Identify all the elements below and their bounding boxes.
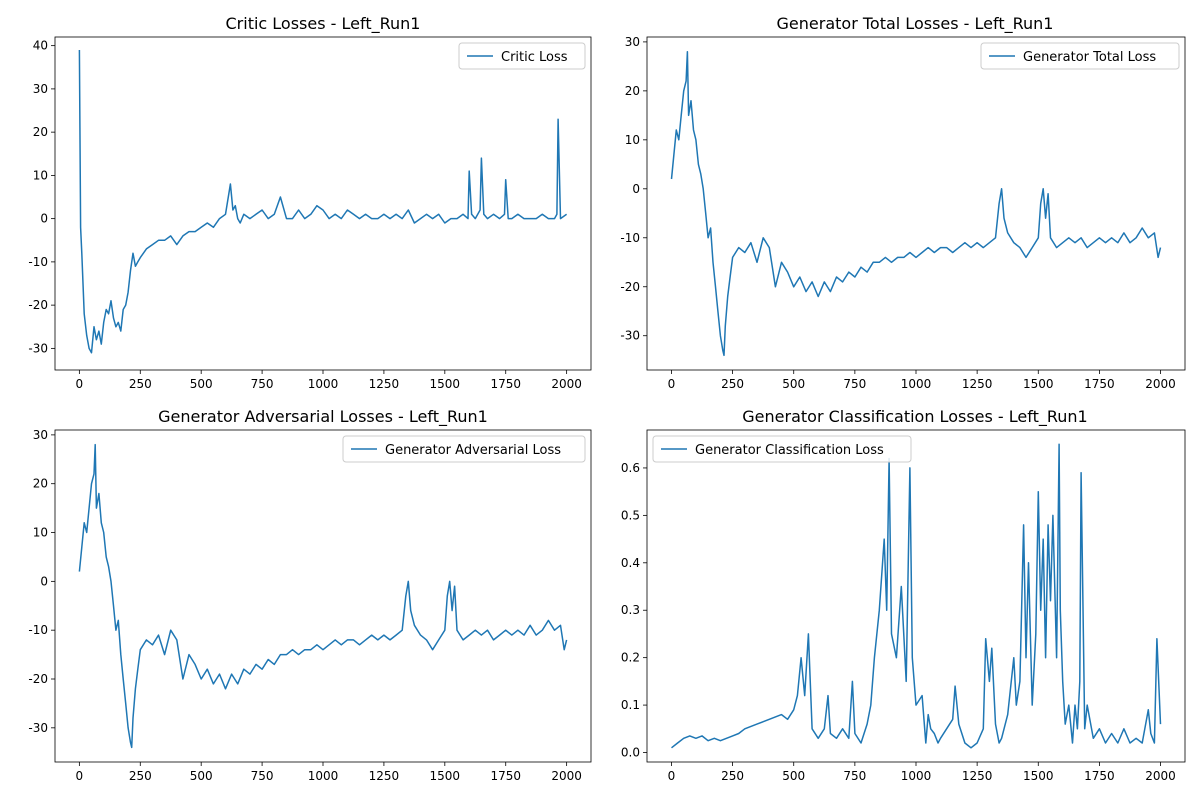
- y-tick-label: 30: [625, 35, 640, 49]
- x-tick-label: 2000: [1145, 377, 1176, 391]
- x-tick-label: 500: [782, 769, 805, 783]
- y-tick-label: -20: [28, 672, 48, 686]
- legend: Generator Classification Loss: [652, 435, 912, 463]
- series-line-0: [671, 443, 1162, 749]
- y-tick-label: -20: [28, 298, 48, 312]
- y-tick-label: 20: [625, 84, 640, 98]
- y-tick-label: 0: [40, 212, 48, 226]
- x-tick-label: 250: [721, 769, 744, 783]
- y-tick-label: 40: [33, 39, 48, 53]
- x-tick-label: 0: [668, 377, 676, 391]
- x-tick-label: 1250: [962, 377, 993, 391]
- legend: Generator Total Loss: [980, 42, 1180, 70]
- x-tick-label: 1500: [1023, 769, 1054, 783]
- x-tick-label: 750: [251, 377, 274, 391]
- legend: Critic Loss: [458, 42, 586, 70]
- panel-title: Generator Total Losses - Left_Run1: [777, 14, 1054, 34]
- series-line-0: [670, 50, 1162, 357]
- generator-total-loss-panel: Generator Total Losses - Left_Run1 0 250 5…: [620, 14, 1186, 391]
- y-tick-label: 0.3: [621, 603, 640, 617]
- y-tick-label: 0: [40, 574, 48, 588]
- generator-adversarial-loss-panel: Generator Adversarial Losses - Left_Run1…: [28, 407, 592, 783]
- y-tick-label: -30: [620, 329, 640, 343]
- y-tick-label: 0.4: [621, 556, 640, 570]
- y-tick-label: 10: [625, 133, 640, 147]
- legend-label: Generator Adversarial Loss: [385, 443, 561, 458]
- y-tick-label: -30: [28, 341, 48, 355]
- generator-classification-loss-panel: Generator Classification Losses - Left_R…: [621, 407, 1186, 783]
- x-tick-label: 500: [782, 377, 805, 391]
- y-tick-label: 0.0: [621, 746, 640, 760]
- x-tick-label: 1500: [430, 769, 461, 783]
- critic-loss-panel: Critic Losses - Left_Run1 0 250 500 750 1000…: [28, 14, 592, 391]
- y-tick-label: -10: [28, 623, 48, 637]
- y-tick-label: -10: [620, 231, 640, 245]
- y-tick-label: 10: [33, 168, 48, 182]
- y-tick-label: 10: [33, 526, 48, 540]
- legend-box: [980, 42, 1180, 70]
- x-tick-label: 1000: [901, 769, 932, 783]
- y-tick-label: 30: [33, 82, 48, 96]
- x-tick-label: 250: [129, 769, 152, 783]
- panel-title: Generator Adversarial Losses - Left_Run1: [158, 407, 488, 427]
- legend-box: [342, 435, 586, 463]
- x-tick-label: 1250: [962, 769, 993, 783]
- legend-label: Critic Loss: [501, 50, 568, 65]
- x-tick-label: 1000: [308, 377, 339, 391]
- series-line-0: [78, 443, 568, 749]
- legend: Generator Adversarial Loss: [342, 435, 586, 463]
- x-tick-label: 2000: [551, 377, 582, 391]
- legend-label: Generator Total Loss: [1023, 50, 1156, 65]
- x-tick-label: 1500: [1023, 377, 1054, 391]
- x-tick-label: 250: [721, 377, 744, 391]
- y-tick-label: 20: [33, 477, 48, 491]
- x-tick-label: 750: [251, 769, 274, 783]
- x-tick-label: 0: [76, 377, 84, 391]
- x-tick-label: 250: [129, 377, 152, 391]
- x-tick-label: 1750: [1084, 377, 1115, 391]
- x-tick-label: 1750: [1084, 769, 1115, 783]
- x-tick-label: 1500: [430, 377, 461, 391]
- y-tick-label: -30: [28, 721, 48, 735]
- x-tick-label: 1250: [369, 377, 400, 391]
- x-tick-label: 2000: [1145, 769, 1176, 783]
- x-tick-label: 1250: [369, 769, 400, 783]
- y-tick-label: -10: [28, 255, 48, 269]
- y-tick-label: 0.1: [621, 698, 640, 712]
- series-line-0: [78, 49, 568, 354]
- y-tick-label: 0.2: [621, 651, 640, 665]
- x-tick-label: 1000: [901, 377, 932, 391]
- x-tick-label: 0: [76, 769, 84, 783]
- panel-title: Generator Classification Losses - Left_R…: [742, 407, 1087, 427]
- x-tick-label: 1750: [490, 769, 521, 783]
- x-tick-label: 2000: [551, 769, 582, 783]
- x-tick-label: 500: [190, 377, 213, 391]
- y-tick-label: 30: [33, 428, 48, 442]
- y-tick-label: 0: [632, 182, 640, 196]
- y-tick-label: 0.5: [621, 508, 640, 522]
- x-tick-label: 1750: [490, 377, 521, 391]
- y-tick-label: -20: [620, 280, 640, 294]
- panel-title: Critic Losses - Left_Run1: [226, 14, 421, 34]
- x-tick-label: 750: [843, 377, 866, 391]
- x-tick-label: 0: [668, 769, 676, 783]
- x-tick-label: 1000: [308, 769, 339, 783]
- legend-box: [652, 435, 912, 463]
- legend-label: Generator Classification Loss: [695, 443, 884, 458]
- legend-box: [458, 42, 586, 70]
- y-tick-label: 20: [33, 125, 48, 139]
- x-tick-label: 500: [190, 769, 213, 783]
- x-tick-label: 750: [843, 769, 866, 783]
- y-tick-label: 0.6: [621, 461, 640, 475]
